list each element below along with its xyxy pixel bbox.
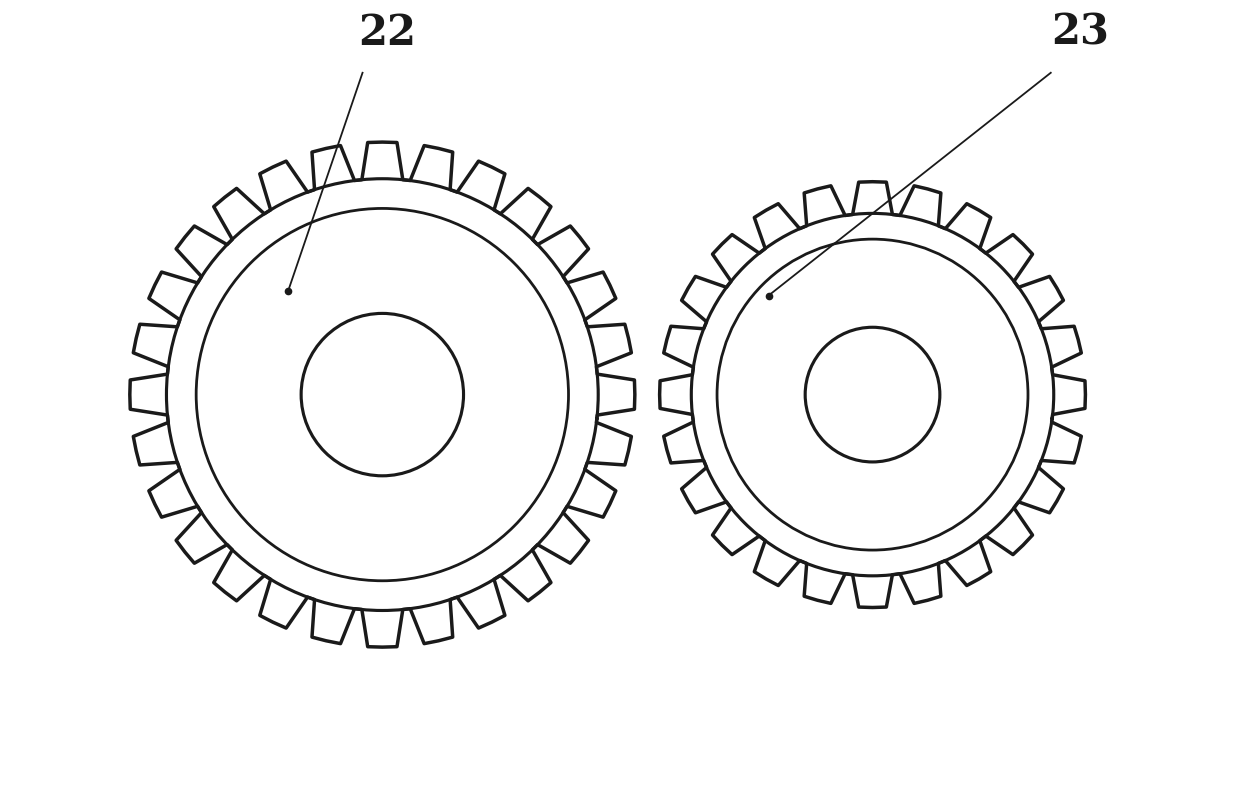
Text: 22: 22 [358,12,417,54]
Text: 23: 23 [1052,12,1110,54]
